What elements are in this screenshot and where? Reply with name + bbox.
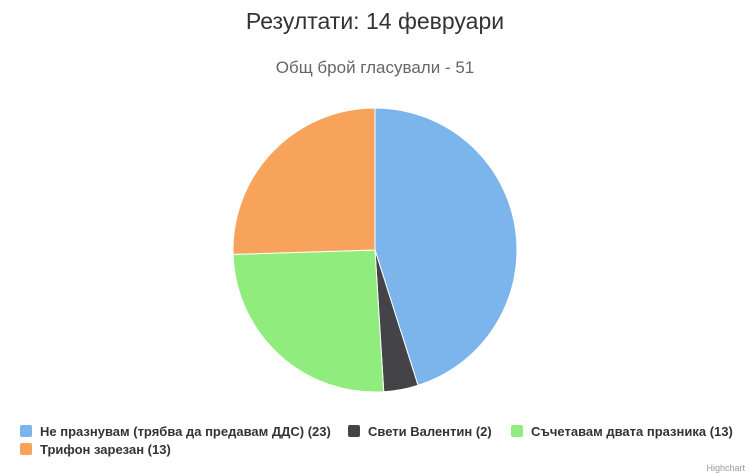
chart-subtitle: Общ брой гласували - 51 bbox=[276, 58, 474, 77]
legend-symbol-1 bbox=[348, 425, 360, 437]
legend-symbol-2 bbox=[511, 425, 523, 437]
legend-item-3[interactable]: Трифон зарезан (13) bbox=[20, 442, 171, 457]
legend-item-0[interactable]: Не празнувам (трябва да предавам ДДС) (2… bbox=[20, 424, 331, 439]
pie-slice-0[interactable] bbox=[374, 107, 518, 386]
legend-label-1: Свети Валентин (2) bbox=[368, 424, 492, 439]
legend-symbol-0 bbox=[20, 425, 32, 437]
legend-label-2: Съчетавам двата празника (13) bbox=[531, 424, 733, 439]
chart-title: Резултати: 14 февруари bbox=[246, 8, 504, 34]
pie-slices bbox=[232, 107, 518, 393]
credits-label[interactable]: Highchart bbox=[706, 463, 745, 473]
legend-item-2[interactable]: Съчетавам двата празника (13) bbox=[511, 424, 733, 439]
legend-label-3: Трифон зарезан (13) bbox=[40, 442, 171, 457]
legend-symbol-3 bbox=[20, 443, 32, 455]
legend: Не празнувам (трябва да предавам ДДС) (2… bbox=[20, 424, 733, 457]
pie-slice-3[interactable] bbox=[232, 107, 376, 255]
pie-slice-2[interactable] bbox=[232, 249, 385, 393]
legend-label-0: Не празнувам (трябва да предавам ДДС) (2… bbox=[40, 424, 331, 439]
legend-item-1[interactable]: Свети Валентин (2) bbox=[348, 424, 492, 439]
